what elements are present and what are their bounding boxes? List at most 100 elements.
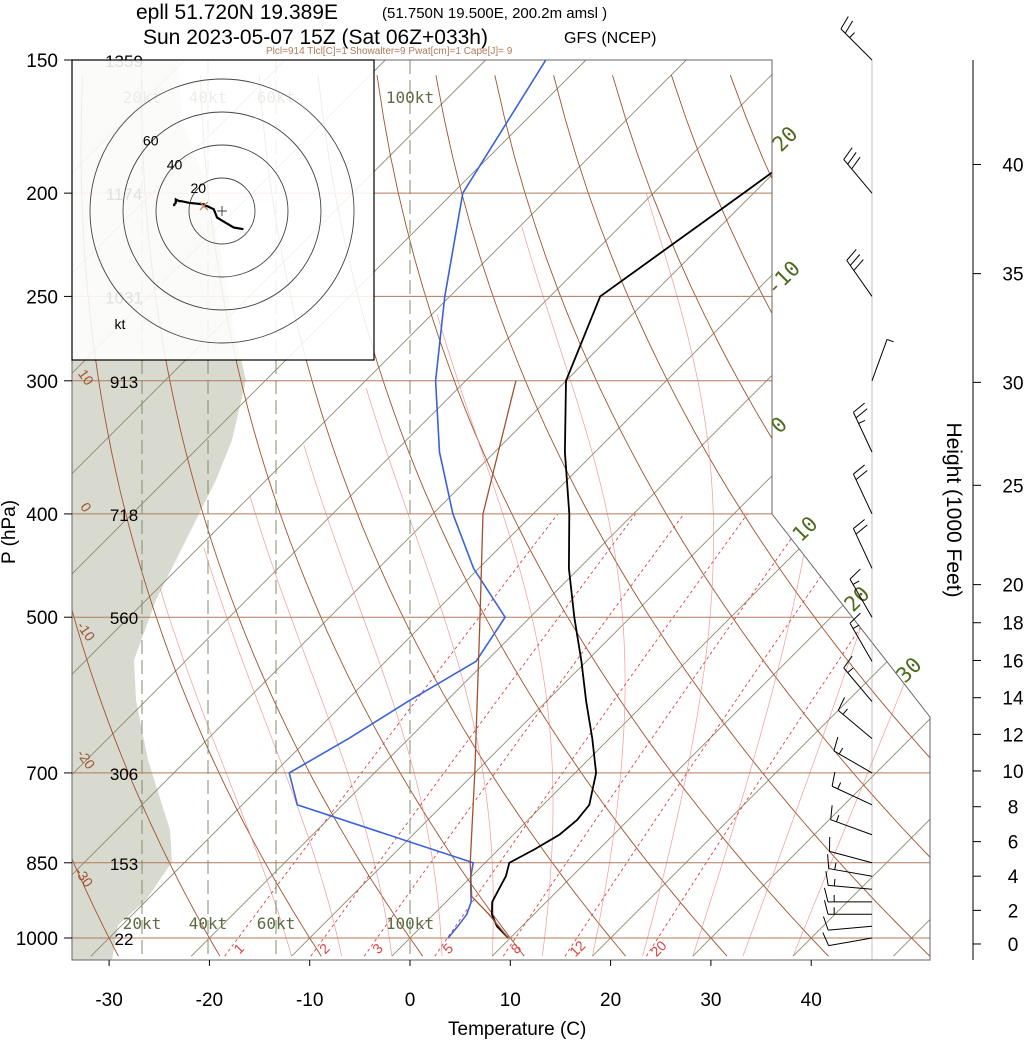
wind-barb <box>871 338 894 381</box>
wind-barb <box>846 249 873 297</box>
dry-adiabat-line <box>435 75 930 957</box>
dry-adiabat-line <box>141 75 424 957</box>
moist-adiabat-line <box>436 314 554 957</box>
moist-adiabat-line <box>642 192 714 957</box>
title-model: GFS (NCEP) <box>564 30 656 47</box>
wind-barb <box>837 697 873 740</box>
wind-barb <box>830 805 873 836</box>
height-tick-label: 6 <box>1008 833 1019 854</box>
pressure-tick-label: 300 <box>26 372 58 393</box>
dry-adiabat-line <box>553 75 930 957</box>
profile-lines <box>288 60 928 939</box>
height-tick-label: 16 <box>1002 651 1023 672</box>
isotherm-label: 0 <box>766 412 792 438</box>
mixing-ratio-line <box>646 513 930 957</box>
level-height-label: 560 <box>110 609 138 628</box>
x-tick-label: 30 <box>700 990 721 1011</box>
pressure-tick-label: 150 <box>26 51 58 72</box>
wind-barbs <box>822 16 894 960</box>
x-tick-label: -10 <box>296 990 323 1011</box>
wind-barb <box>823 900 872 915</box>
mixing-ratio-label: 12 <box>566 937 588 959</box>
moist-adiabat-line <box>159 588 292 957</box>
height-tick-label: 12 <box>1002 725 1023 746</box>
dewpoint-line <box>288 60 547 939</box>
speed-scale-label-bottom: 40kt <box>189 914 228 933</box>
level-height-label: 306 <box>110 765 138 784</box>
parcel-line <box>469 380 517 939</box>
pressure-tick-label: 700 <box>26 764 58 785</box>
isotherm-label: 20 <box>768 122 803 157</box>
moist-adiabat-line <box>249 496 393 957</box>
isotherm-line <box>792 60 930 957</box>
level-height-label: 22 <box>115 930 134 949</box>
isotherm-line <box>72 60 888 957</box>
isotherm-line <box>491 60 930 957</box>
height-tick-label: 0 <box>1008 935 1019 956</box>
pressure-tick-label: 1000 <box>16 929 58 950</box>
height-tick-label: 8 <box>1008 798 1019 819</box>
isotherm-line <box>291 60 930 957</box>
height-tick-label: 35 <box>1002 265 1023 286</box>
wind-barb <box>852 519 873 569</box>
height-axis-title: Height (1000 Feet) <box>942 422 965 597</box>
isotherm-label: -10 <box>761 256 805 300</box>
dry-adiabat-line <box>258 75 626 957</box>
wind-barb <box>849 612 873 662</box>
mixing-ratio-line <box>363 513 685 957</box>
pressure-tick-label: 850 <box>26 854 58 875</box>
pressure-tick-label: 200 <box>26 184 58 205</box>
x-tick-label: -30 <box>95 990 122 1011</box>
height-tick-label: 30 <box>1002 373 1023 394</box>
dry-adiabat-line <box>494 75 930 957</box>
hodograph-ring <box>188 177 256 245</box>
height-tick-label: 2 <box>1008 901 1019 922</box>
height-tick-label: 4 <box>1008 867 1019 888</box>
wind-barb <box>831 771 873 806</box>
hodograph-inner: 20 40 60 kt <box>89 78 355 344</box>
pressure-tick-label: 250 <box>26 287 58 308</box>
mixing-ratio-line <box>224 513 559 957</box>
mixing-ratio-label: 8 <box>507 940 524 957</box>
moist-adiabat-line <box>792 192 930 957</box>
hodograph-unit: kt <box>115 316 126 332</box>
height-tick-label: 25 <box>1002 476 1023 497</box>
plot-border <box>71 59 931 961</box>
isotherm-line <box>692 60 930 957</box>
x-axis-title: Temperature (C) <box>448 1019 586 1040</box>
x-tick-label: 40 <box>801 990 822 1011</box>
title-indices: Plcl=914 Tlcl[C]=1 Showalter=9 Pwat[cm]=… <box>266 46 513 57</box>
dry-adiabat-line <box>80 75 322 957</box>
dry-adiabat-line <box>966 75 1026 956</box>
isotherm-line <box>391 60 930 957</box>
height-tick-label: 18 <box>1002 614 1023 635</box>
hodograph-box <box>71 59 375 361</box>
dry-adiabat-line <box>199 75 525 957</box>
dry-adiabat-line <box>72 75 221 957</box>
y-axis-title: P (hPa) <box>0 500 20 564</box>
pressure-tick-label: 500 <box>26 608 58 629</box>
height-tick-label: 40 <box>1002 156 1023 177</box>
isotherm-line <box>190 60 930 957</box>
hodograph-trace <box>173 197 244 231</box>
wind-barb <box>828 836 873 864</box>
wind-barb <box>852 402 873 453</box>
hodograph-ring-label: 40 <box>167 156 183 172</box>
isotherm-line <box>72 60 587 957</box>
hodograph: 20 40 60 kt <box>71 59 375 361</box>
mixing-ratio-line <box>564 513 865 957</box>
mixing-ratio-label: 1 <box>230 940 247 957</box>
title-valid-time: Sun 2023-05-07 15Z (Sat 06Z+033h) <box>143 26 488 49</box>
hodograph-ring <box>155 144 289 278</box>
dry-adiabat-line <box>612 75 930 957</box>
title-grid-point: (51.750N 19.500E, 200.2m amsl ) <box>382 5 607 22</box>
x-tick-label: -20 <box>196 990 223 1011</box>
hodograph-ring <box>122 111 322 311</box>
speed-scale-label-bottom: 100kt <box>386 914 434 933</box>
wind-barb <box>827 854 873 877</box>
moist-adiabat-line <box>521 226 626 957</box>
level-height-label: 913 <box>110 373 138 392</box>
height-axis: 0 2 4 6 8 10 12 14 16 18 20 25 30 35 40 <box>972 60 1024 960</box>
